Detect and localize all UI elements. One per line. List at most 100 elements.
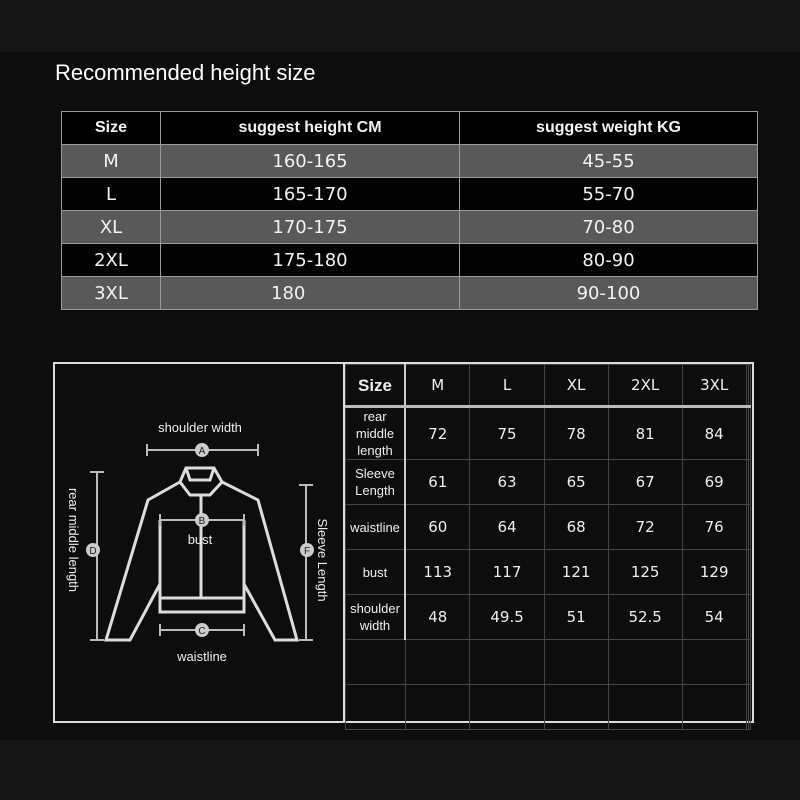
table-row: M 160-165 45-55: [61, 144, 758, 178]
table-row: rear middle length 72 75 78 81 84: [345, 406, 752, 460]
empty-cell: [469, 639, 545, 685]
value-cell: 65: [543, 459, 609, 505]
value-cell: 64: [469, 504, 545, 550]
row-label-line: bust: [362, 564, 388, 580]
table-row: waistline 60 64 68 72 76: [345, 504, 752, 550]
table-row: shoulder width 48 49.5 51 52.5 54: [345, 594, 752, 640]
value-cell: 121: [543, 549, 609, 595]
row-label-line: length: [357, 443, 393, 458]
header-cell: M: [404, 364, 471, 408]
page-title: Recommended height size: [55, 60, 316, 85]
row-label: waistline: [345, 504, 406, 550]
empty-cell: [345, 639, 406, 685]
value-cell: 72: [404, 406, 471, 460]
empty-cell: [747, 504, 752, 550]
row-label-line: rear: [363, 409, 387, 424]
empty-cell: [543, 684, 609, 730]
header-cell: XL: [543, 364, 609, 408]
empty-cell: [404, 639, 471, 685]
marker-f-icon: F: [300, 543, 314, 557]
jacket-outline: [103, 466, 299, 642]
value-cell: 72: [607, 504, 683, 550]
label-waistline: waistline: [176, 649, 227, 664]
label-sleeve-length: Sleeve Length: [315, 518, 330, 601]
value-cell: 67: [607, 459, 683, 505]
cell-weight: 80-90: [459, 243, 758, 277]
table-row: bust 113 117 121 125 129: [345, 549, 752, 595]
row-label-line: waistline: [350, 519, 400, 535]
empty-cell: [747, 364, 752, 408]
panel-divider: [343, 362, 345, 722]
value-cell: 63: [469, 459, 545, 505]
empty-cell: [681, 684, 747, 730]
value-cell: 49.5: [469, 594, 545, 640]
value-cell: 61: [404, 459, 471, 505]
label-rear-middle-length: rear middle length: [66, 488, 81, 592]
empty-cell: [404, 684, 471, 730]
value-cell: 76: [681, 504, 747, 550]
value-cell: 125: [607, 549, 683, 595]
row-label: shoulder width: [345, 594, 406, 640]
svg-text:A: A: [199, 446, 206, 457]
empty-cell: [681, 639, 747, 685]
empty-cell: [747, 594, 752, 640]
bottom-band: [0, 740, 800, 800]
value-cell: 129: [681, 549, 747, 595]
marker-c-icon: C: [195, 623, 209, 637]
svg-text:B: B: [199, 516, 206, 527]
table-row: Sleeve Length 61 63 65 67 69: [345, 459, 752, 505]
cell-size: XL: [61, 210, 161, 244]
row-label-line: width: [359, 618, 391, 633]
value-cell: 51: [543, 594, 609, 640]
svg-text:F: F: [304, 546, 310, 557]
svg-text:D: D: [89, 546, 96, 557]
empty-cell: [607, 684, 683, 730]
value-cell: 60: [404, 504, 471, 550]
header-cell: 3XL: [681, 364, 747, 408]
cell-weight: 45-55: [459, 144, 758, 178]
row-label-line: Length: [355, 483, 395, 498]
cell-size: 3XL: [61, 276, 161, 310]
table-header-row: Size M L XL 2XL 3XL: [345, 364, 752, 408]
value-cell: 75: [469, 406, 545, 460]
value-cell: 117: [469, 549, 545, 595]
empty-row: [345, 639, 752, 685]
empty-cell: [747, 684, 752, 730]
label-shoulder-width: shoulder width: [158, 420, 242, 435]
row-label-line: shoulder: [350, 601, 400, 616]
table-header-row: Size suggest height CM suggest weight KG: [61, 111, 758, 145]
value-cell: 113: [404, 549, 471, 595]
value-cell: 81: [607, 406, 683, 460]
value-cell: 52.5: [607, 594, 683, 640]
top-band: [0, 0, 800, 52]
cell-height: 160-165: [160, 144, 460, 178]
cell-size: M: [61, 144, 161, 178]
empty-cell: [747, 639, 752, 685]
value-cell: 69: [681, 459, 747, 505]
cell-weight: 90-100: [459, 276, 758, 310]
marker-b-icon: B: [195, 513, 209, 527]
row-label-line: middle: [355, 426, 395, 441]
empty-cell: [747, 549, 752, 595]
row-label: Sleeve Length: [345, 459, 406, 505]
cell-weight: 70-80: [459, 210, 758, 244]
value-cell: 84: [681, 406, 747, 460]
header-cell: Size: [345, 364, 406, 408]
value-cell: 78: [543, 406, 609, 460]
label-bust: bust: [188, 532, 213, 547]
empty-cell: [469, 684, 545, 730]
header-cell: L: [469, 364, 545, 408]
row-label-line: Sleeve: [355, 466, 395, 481]
cell-size: L: [61, 177, 161, 211]
table-row: XL 170-175 70-80: [61, 210, 758, 244]
measurement-table: Size M L XL 2XL 3XL rear middle length 72 75 78 81 84…: [345, 364, 752, 730]
row-label: rear middle length: [345, 406, 406, 460]
empty-cell: [747, 406, 752, 460]
table-row: 3XL 180 90-100: [61, 276, 758, 310]
row-label: bust: [345, 549, 406, 595]
height-weight-table: Size suggest height CM suggest weight KG…: [61, 111, 758, 310]
empty-cell: [345, 684, 406, 730]
value-cell: 54: [681, 594, 747, 640]
cell-height: 175-180: [160, 243, 460, 277]
